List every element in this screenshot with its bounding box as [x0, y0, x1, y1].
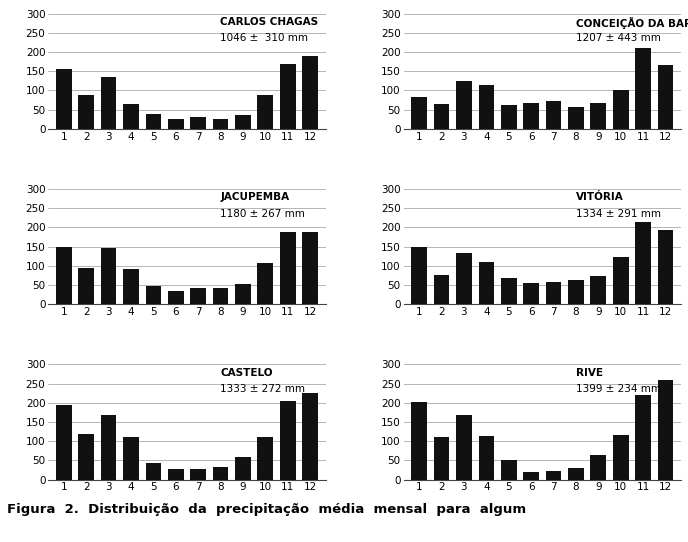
- Bar: [524, 103, 539, 129]
- Text: 1046 ±  310 mm: 1046 ± 310 mm: [220, 33, 308, 43]
- Bar: [257, 263, 273, 304]
- Bar: [78, 95, 94, 129]
- Bar: [613, 257, 629, 304]
- Bar: [213, 119, 228, 129]
- Bar: [658, 380, 674, 480]
- Text: Figura  2.  Distribuição  da  precipitação  média  mensal  para  algum: Figura 2. Distribuição da precipitação m…: [7, 503, 526, 516]
- Bar: [146, 286, 161, 304]
- Bar: [100, 77, 116, 129]
- Bar: [411, 402, 427, 480]
- Bar: [411, 98, 427, 129]
- Bar: [213, 288, 228, 304]
- Bar: [501, 461, 517, 480]
- Bar: [433, 104, 449, 129]
- Bar: [658, 66, 674, 129]
- Bar: [546, 282, 561, 304]
- Bar: [456, 416, 472, 480]
- Bar: [635, 48, 651, 129]
- Bar: [100, 248, 116, 304]
- Bar: [123, 437, 139, 480]
- Bar: [168, 291, 184, 304]
- Bar: [257, 95, 273, 129]
- Bar: [479, 85, 494, 129]
- Bar: [191, 118, 206, 129]
- Bar: [568, 468, 583, 480]
- Bar: [123, 104, 139, 129]
- Text: CASTELO: CASTELO: [220, 368, 272, 378]
- Bar: [524, 472, 539, 480]
- Bar: [280, 401, 296, 480]
- Bar: [590, 103, 606, 129]
- Bar: [546, 471, 561, 480]
- Bar: [191, 469, 206, 480]
- Bar: [433, 437, 449, 480]
- Text: 1399 ± 234 mm: 1399 ± 234 mm: [576, 384, 660, 394]
- Bar: [479, 262, 494, 304]
- Bar: [635, 395, 651, 480]
- Text: 1334 ± 291 mm: 1334 ± 291 mm: [576, 209, 660, 218]
- Text: 1333 ± 272 mm: 1333 ± 272 mm: [220, 384, 305, 394]
- Bar: [56, 405, 72, 480]
- Bar: [257, 437, 273, 480]
- Bar: [433, 275, 449, 304]
- Bar: [56, 247, 72, 304]
- Bar: [501, 278, 517, 304]
- Text: 1207 ± 443 mm: 1207 ± 443 mm: [576, 33, 660, 43]
- Bar: [146, 463, 161, 480]
- Text: 1180 ± 267 mm: 1180 ± 267 mm: [220, 209, 305, 218]
- Bar: [590, 276, 606, 304]
- Bar: [56, 68, 72, 129]
- Text: VITÓRIA: VITÓRIA: [576, 192, 623, 202]
- Bar: [302, 232, 318, 304]
- Bar: [568, 107, 583, 129]
- Text: JACUPEMBA: JACUPEMBA: [220, 192, 290, 202]
- Bar: [168, 469, 184, 480]
- Bar: [213, 467, 228, 480]
- Bar: [613, 435, 629, 480]
- Bar: [168, 119, 184, 129]
- Bar: [456, 253, 472, 304]
- Bar: [235, 284, 250, 304]
- Text: CONCEIÇÃO DA BARRA: CONCEIÇÃO DA BARRA: [576, 17, 688, 29]
- Bar: [235, 115, 250, 129]
- Bar: [546, 101, 561, 129]
- Bar: [123, 269, 139, 304]
- Bar: [456, 81, 472, 129]
- Bar: [302, 393, 318, 480]
- Bar: [100, 416, 116, 480]
- Bar: [280, 64, 296, 129]
- Bar: [191, 288, 206, 304]
- Bar: [590, 455, 606, 480]
- Text: CARLOS CHAGAS: CARLOS CHAGAS: [220, 17, 319, 27]
- Bar: [635, 222, 651, 304]
- Bar: [411, 247, 427, 304]
- Bar: [146, 114, 161, 129]
- Bar: [613, 91, 629, 129]
- Bar: [524, 283, 539, 304]
- Bar: [568, 280, 583, 304]
- Bar: [479, 436, 494, 480]
- Bar: [280, 232, 296, 304]
- Bar: [235, 456, 250, 480]
- Text: RIVE: RIVE: [576, 368, 603, 378]
- Bar: [658, 230, 674, 304]
- Bar: [78, 268, 94, 304]
- Bar: [501, 105, 517, 129]
- Bar: [302, 56, 318, 129]
- Bar: [78, 434, 94, 480]
